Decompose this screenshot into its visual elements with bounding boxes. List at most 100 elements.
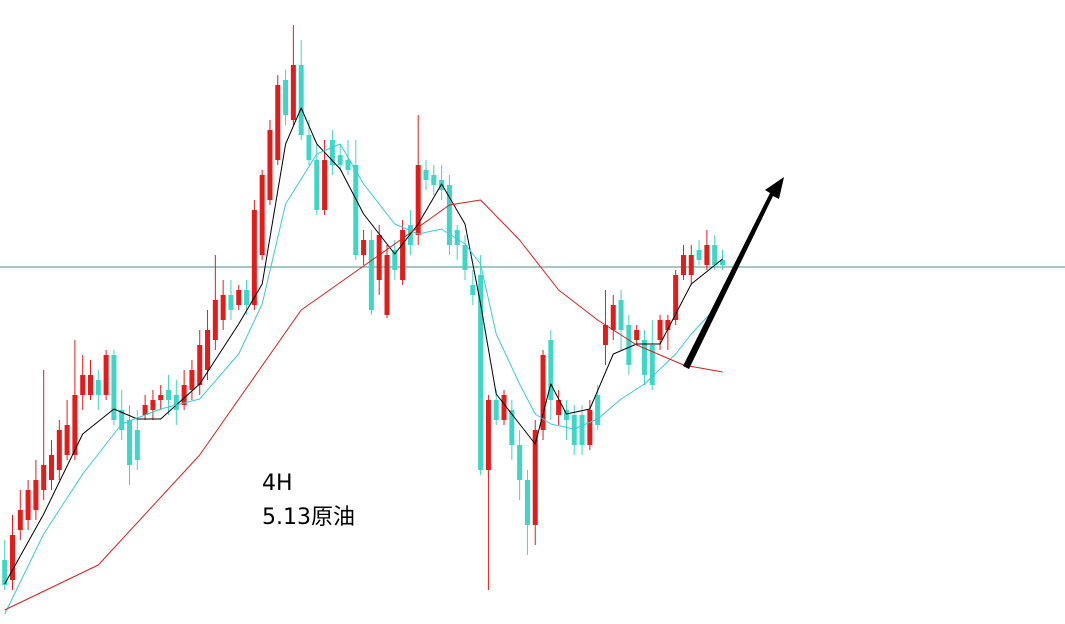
- candle-body: [259, 175, 265, 255]
- candle-body: [329, 140, 335, 165]
- timeframe-label: 4H: [262, 471, 293, 496]
- candle-body: [220, 295, 226, 320]
- candle-body: [361, 240, 367, 255]
- candle-body: [532, 430, 538, 525]
- candle-body: [228, 295, 234, 310]
- candle-body: [688, 255, 694, 275]
- candle-body: [485, 400, 491, 470]
- candle-body: [392, 250, 398, 270]
- candle-body: [80, 375, 86, 395]
- candle-body: [634, 330, 640, 340]
- candle-body: [509, 410, 515, 445]
- candle-body: [439, 180, 445, 190]
- candle-body: [158, 395, 164, 400]
- plot-area: [0, 25, 1065, 615]
- candle-body: [610, 305, 616, 330]
- candle-body: [48, 455, 54, 480]
- trend-arrow: [683, 177, 784, 369]
- candle-body: [719, 260, 725, 265]
- candle-body: [540, 355, 546, 430]
- candle-body: [111, 355, 117, 420]
- candle-body: [88, 375, 94, 395]
- candle-body: [587, 410, 593, 445]
- candle-body: [649, 345, 655, 385]
- candle-body: [56, 430, 62, 470]
- candle-body: [119, 410, 125, 430]
- instrument-label: 5.13原油: [262, 505, 355, 530]
- candle-body: [618, 300, 624, 330]
- candle-body: [95, 380, 101, 395]
- candle-body: [251, 210, 257, 305]
- candle-body: [431, 175, 437, 185]
- candle-body: [423, 170, 429, 180]
- candle-body: [579, 415, 585, 445]
- candle-body: [657, 320, 663, 340]
- candle-body: [134, 430, 140, 460]
- candle-body: [41, 465, 47, 490]
- candle-body: [25, 490, 31, 520]
- candle-body: [563, 410, 569, 420]
- candle-body: [641, 340, 647, 375]
- candle-body: [244, 290, 250, 305]
- candle-body: [142, 405, 148, 415]
- candle-body: [150, 400, 156, 410]
- candle-body: [556, 400, 562, 415]
- candle-body: [337, 155, 343, 165]
- candle-body: [322, 160, 328, 210]
- candle-body: [470, 285, 476, 295]
- candle-body: [454, 230, 460, 245]
- candle-body: [665, 320, 671, 330]
- candle-body: [205, 330, 211, 370]
- candle-body: [415, 165, 421, 235]
- candle-body: [306, 135, 312, 160]
- candle-body: [9, 535, 15, 580]
- candle-body: [368, 240, 374, 310]
- candle-body: [197, 345, 203, 385]
- candle-body: [283, 80, 289, 115]
- candle-body: [212, 300, 218, 340]
- moving-average-line: [4, 199, 723, 611]
- candle-body: [17, 510, 23, 530]
- candle-body: [602, 325, 608, 345]
- candle-body: [595, 395, 601, 425]
- candle-body: [33, 480, 39, 510]
- moving-average-line: [4, 143, 716, 615]
- candle-body: [673, 275, 679, 320]
- candle-body: [127, 420, 133, 465]
- candle-body: [298, 65, 304, 135]
- candle-body: [384, 255, 390, 315]
- candle-body: [478, 275, 484, 470]
- moving-average-line: [4, 107, 723, 585]
- candle-body: [173, 395, 179, 410]
- candle-body: [2, 560, 8, 585]
- candle-body: [181, 385, 187, 405]
- candle-body: [493, 400, 499, 420]
- candle-body: [275, 85, 281, 160]
- candle-body: [345, 160, 351, 170]
- candle-body: [680, 255, 686, 275]
- candle-body: [462, 245, 468, 270]
- candle-body: [571, 415, 577, 445]
- candle-body: [166, 390, 172, 400]
- candle-body: [626, 325, 632, 365]
- candle-body: [517, 445, 523, 480]
- candle-body: [72, 395, 78, 455]
- candle-body: [267, 130, 273, 200]
- candle-body: [236, 290, 242, 305]
- candle-body: [446, 185, 452, 245]
- candle-body: [704, 245, 710, 265]
- candle-body: [290, 65, 296, 120]
- candle-body: [376, 235, 382, 280]
- candle-body: [314, 160, 320, 210]
- candle-body: [501, 395, 507, 420]
- candle-body: [696, 250, 702, 260]
- candle-body: [103, 355, 109, 395]
- candle-body: [64, 425, 70, 455]
- candle-body: [548, 340, 554, 400]
- candle-body: [712, 245, 718, 265]
- candle-body: [189, 370, 195, 390]
- candle-body: [400, 230, 406, 280]
- candle-body: [407, 225, 413, 245]
